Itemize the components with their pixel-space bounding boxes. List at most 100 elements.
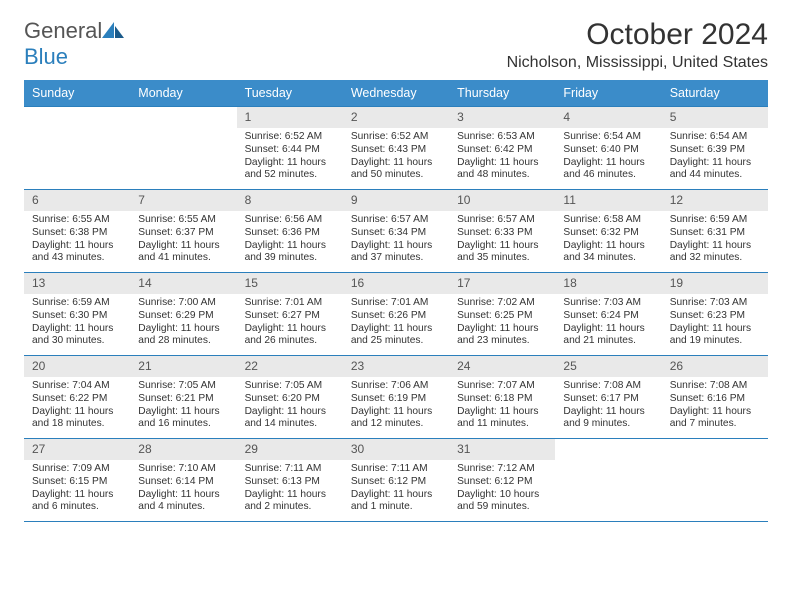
daylight-text: Daylight: 11 hours and 48 minutes. [457,157,547,183]
day-number: 1 [237,107,343,128]
sunset-text: Sunset: 6:32 PM [563,227,653,240]
logo-text-general: General [24,18,102,43]
day-detail: Sunrise: 6:57 AMSunset: 6:34 PMDaylight:… [343,211,449,271]
brand-logo: General Blue [24,18,126,70]
calendar-day: 30Sunrise: 7:11 AMSunset: 6:12 PMDayligh… [343,439,449,521]
day-detail: Sunrise: 7:03 AMSunset: 6:23 PMDaylight:… [662,294,768,354]
sunrise-text: Sunrise: 7:05 AM [245,380,335,393]
calendar-day: 31Sunrise: 7:12 AMSunset: 6:12 PMDayligh… [449,439,555,521]
sunrise-text: Sunrise: 6:54 AM [670,131,760,144]
day-detail: Sunrise: 7:09 AMSunset: 6:15 PMDaylight:… [24,460,130,520]
calendar-day: . [24,107,130,189]
day-detail: Sunrise: 7:02 AMSunset: 6:25 PMDaylight:… [449,294,555,354]
calendar-grid: ..1Sunrise: 6:52 AMSunset: 6:44 PMDaylig… [24,106,768,522]
day-detail: Sunrise: 6:53 AMSunset: 6:42 PMDaylight:… [449,128,555,188]
day-number: 28 [130,439,236,460]
sunset-text: Sunset: 6:12 PM [457,476,547,489]
day-detail: Sunrise: 6:52 AMSunset: 6:44 PMDaylight:… [237,128,343,188]
sunset-text: Sunset: 6:19 PM [351,393,441,406]
sunset-text: Sunset: 6:37 PM [138,227,228,240]
calendar-day: 17Sunrise: 7:02 AMSunset: 6:25 PMDayligh… [449,273,555,355]
daylight-text: Daylight: 11 hours and 21 minutes. [563,323,653,349]
daylight-text: Daylight: 11 hours and 16 minutes. [138,406,228,432]
sunset-text: Sunset: 6:36 PM [245,227,335,240]
calendar-day: 11 Sunrise: 6:58 AMSunset: 6:32 PMDayligh… [555,190,661,272]
calendar-day: . [130,107,236,189]
day-detail: Sunrise: 7:08 AMSunset: 6:16 PMDaylight:… [662,377,768,437]
sunrise-text: Sunrise: 7:01 AM [351,297,441,310]
sunset-text: Sunset: 6:42 PM [457,144,547,157]
daylight-text: Daylight: 11 hours and 34 minutes. [563,240,653,266]
calendar-day: 8Sunrise: 6:56 AMSunset: 6:36 PMDaylight… [237,190,343,272]
calendar-day-headers: Sunday Monday Tuesday Wednesday Thursday… [24,80,768,106]
sunrise-text: Sunrise: 6:58 AM [563,214,653,227]
daylight-text: Daylight: 11 hours and 43 minutes. [32,240,122,266]
page-header: General Blue October 2024 Nicholson, Mis… [24,18,768,72]
day-detail: Sunrise: 6:59 AMSunset: 6:31 PMDaylight:… [662,211,768,271]
sunrise-text: Sunrise: 6:55 AM [32,214,122,227]
day-detail: Sunrise: 7:10 AMSunset: 6:14 PMDaylight:… [130,460,236,520]
day-number: 6 [24,190,130,211]
day-detail: Sunrise: 7:01 AMSunset: 6:26 PMDaylight:… [343,294,449,354]
sunrise-text: Sunrise: 7:11 AM [351,463,441,476]
daylight-text: Daylight: 11 hours and 52 minutes. [245,157,335,183]
daylight-text: Daylight: 11 hours and 26 minutes. [245,323,335,349]
day-number: 2 [343,107,449,128]
daylight-text: Daylight: 11 hours and 23 minutes. [457,323,547,349]
day-number: 20 [24,356,130,377]
sunrise-text: Sunrise: 6:52 AM [351,131,441,144]
day-number: 11 [555,190,661,211]
calendar-day: 1Sunrise: 6:52 AMSunset: 6:44 PMDaylight… [237,107,343,189]
sunset-text: Sunset: 6:38 PM [32,227,122,240]
day-number: 27 [24,439,130,460]
sunrise-text: Sunrise: 7:10 AM [138,463,228,476]
day-header: Monday [130,80,236,106]
sunset-text: Sunset: 6:15 PM [32,476,122,489]
daylight-text: Daylight: 11 hours and 1 minute. [351,489,441,515]
sunrise-text: Sunrise: 7:05 AM [138,380,228,393]
daylight-text: Daylight: 11 hours and 28 minutes. [138,323,228,349]
sunset-text: Sunset: 6:13 PM [245,476,335,489]
sunset-text: Sunset: 6:39 PM [670,144,760,157]
calendar-day: 2Sunrise: 6:52 AMSunset: 6:43 PMDaylight… [343,107,449,189]
sunset-text: Sunset: 6:21 PM [138,393,228,406]
calendar-day: 14Sunrise: 7:00 AMSunset: 6:29 PMDayligh… [130,273,236,355]
calendar-day: 13Sunrise: 6:59 AMSunset: 6:30 PMDayligh… [24,273,130,355]
day-number: 8 [237,190,343,211]
day-number: 10 [449,190,555,211]
day-detail: Sunrise: 7:03 AMSunset: 6:24 PMDaylight:… [555,294,661,354]
sunset-text: Sunset: 6:20 PM [245,393,335,406]
day-detail: Sunrise: 7:11 AMSunset: 6:12 PMDaylight:… [343,460,449,520]
daylight-text: Daylight: 11 hours and 30 minutes. [32,323,122,349]
day-detail: Sunrise: 7:05 AMSunset: 6:21 PMDaylight:… [130,377,236,437]
sunset-text: Sunset: 6:12 PM [351,476,441,489]
daylight-text: Daylight: 11 hours and 50 minutes. [351,157,441,183]
day-header: Friday [555,80,661,106]
sunset-text: Sunset: 6:29 PM [138,310,228,323]
sunrise-text: Sunrise: 7:03 AM [563,297,653,310]
day-detail: Sunrise: 6:55 AMSunset: 6:38 PMDaylight:… [24,211,130,271]
sunset-text: Sunset: 6:30 PM [32,310,122,323]
calendar-day: 12Sunrise: 6:59 AMSunset: 6:31 PMDayligh… [662,190,768,272]
calendar-day: 21Sunrise: 7:05 AMSunset: 6:21 PMDayligh… [130,356,236,438]
calendar-day: 6Sunrise: 6:55 AMSunset: 6:38 PMDaylight… [24,190,130,272]
calendar-week: ..1Sunrise: 6:52 AMSunset: 6:44 PMDaylig… [24,107,768,190]
daylight-text: Daylight: 11 hours and 11 minutes. [457,406,547,432]
daylight-text: Daylight: 11 hours and 46 minutes. [563,157,653,183]
sunrise-text: Sunrise: 7:07 AM [457,380,547,393]
calendar-day: 10Sunrise: 6:57 AMSunset: 6:33 PMDayligh… [449,190,555,272]
calendar-day: 29Sunrise: 7:11 AMSunset: 6:13 PMDayligh… [237,439,343,521]
day-number: 21 [130,356,236,377]
daylight-text: Daylight: 11 hours and 12 minutes. [351,406,441,432]
day-detail: Sunrise: 7:04 AMSunset: 6:22 PMDaylight:… [24,377,130,437]
daylight-text: Daylight: 11 hours and 35 minutes. [457,240,547,266]
logo-text-blue: Blue [24,44,68,69]
calendar-day: 26Sunrise: 7:08 AMSunset: 6:16 PMDayligh… [662,356,768,438]
calendar-week: 13Sunrise: 6:59 AMSunset: 6:30 PMDayligh… [24,273,768,356]
daylight-text: Daylight: 11 hours and 19 minutes. [670,323,760,349]
daylight-text: Daylight: 11 hours and 25 minutes. [351,323,441,349]
daylight-text: Daylight: 11 hours and 18 minutes. [32,406,122,432]
day-number: 15 [237,273,343,294]
calendar-day: . [662,439,768,521]
day-detail: Sunrise: 7:07 AMSunset: 6:18 PMDaylight:… [449,377,555,437]
